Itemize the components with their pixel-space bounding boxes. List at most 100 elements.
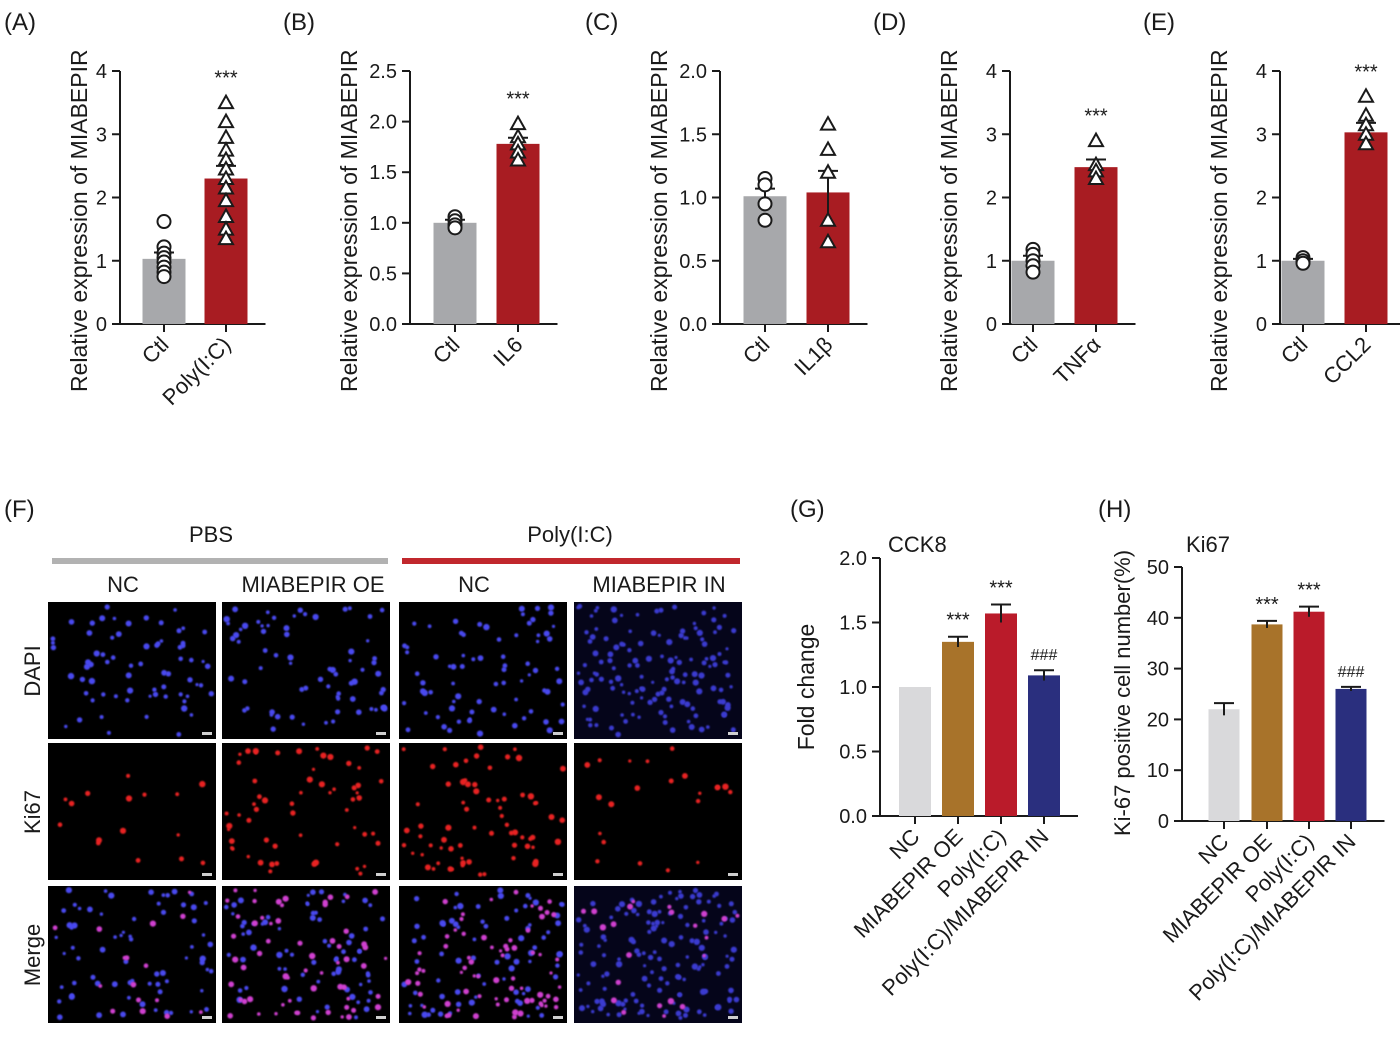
nucleus-dot bbox=[237, 897, 244, 904]
ki67-dot bbox=[343, 928, 349, 934]
nucleus-dot bbox=[271, 615, 277, 620]
nucleus-dot bbox=[619, 613, 624, 618]
ki67-dot bbox=[551, 912, 557, 918]
nucleus-dot bbox=[696, 629, 703, 637]
nucleus-dot bbox=[306, 893, 310, 897]
ki67-dot bbox=[353, 826, 357, 830]
nucleus-dot bbox=[471, 657, 476, 662]
nucleus-dot bbox=[76, 717, 83, 723]
ki67-dot bbox=[538, 905, 543, 911]
micrograph-tile bbox=[222, 743, 390, 880]
ki67-dot bbox=[282, 895, 289, 902]
nucleus-dot bbox=[504, 915, 510, 921]
ki67-dot bbox=[315, 747, 320, 751]
ki67-dot bbox=[493, 977, 500, 984]
ki67-dot bbox=[246, 817, 252, 823]
ki67-dot bbox=[275, 898, 282, 905]
y-tick-label-a: 1 bbox=[96, 251, 107, 273]
ki67-dot bbox=[668, 909, 675, 915]
ki67-dot bbox=[236, 760, 242, 765]
ki67-dot bbox=[356, 795, 363, 801]
nucleus-dot bbox=[258, 666, 263, 671]
y-tick-label-c: 0.5 bbox=[679, 251, 707, 273]
nucleus-dot bbox=[579, 1005, 585, 1012]
nucleus-dot bbox=[477, 655, 484, 661]
nucleus-dot bbox=[677, 913, 684, 920]
ki67-dot bbox=[272, 843, 278, 849]
nucleus-dot bbox=[679, 699, 686, 705]
ki67-dot bbox=[701, 910, 708, 918]
ki67-dot bbox=[621, 1009, 627, 1015]
nucleus-dot bbox=[689, 657, 693, 662]
nucleus-dot bbox=[661, 921, 665, 925]
ki67-dot bbox=[361, 941, 367, 948]
ki67-dot bbox=[378, 779, 384, 784]
significance-d: *** bbox=[1084, 106, 1108, 128]
ki67-dot bbox=[513, 747, 517, 751]
ki67-dot bbox=[318, 781, 325, 788]
significance-g: *** bbox=[989, 577, 1013, 599]
nucleus-dot bbox=[67, 672, 75, 680]
nucleus-dot bbox=[690, 706, 696, 711]
nucleus-dot bbox=[590, 961, 597, 967]
ki67-dot bbox=[358, 871, 363, 876]
ki67-dot bbox=[253, 888, 257, 893]
ki67-dot bbox=[350, 797, 356, 802]
ki67-dot bbox=[510, 976, 516, 981]
nucleus-dot bbox=[480, 919, 485, 924]
nucleus-dot bbox=[725, 672, 731, 678]
ki67-dot bbox=[445, 824, 452, 831]
nucleus-dot bbox=[96, 1012, 102, 1019]
nucleus-dot bbox=[153, 1008, 158, 1012]
chart-panel-g: (G) CCK8 Fold change 0.00.51.01.52.0NCMI… bbox=[790, 496, 1078, 1001]
nucleus-dot bbox=[472, 937, 477, 942]
scale-bar bbox=[376, 873, 386, 876]
nucleus-dot bbox=[228, 675, 235, 682]
nucleus-dot bbox=[615, 731, 621, 738]
nucleus-dot bbox=[104, 604, 110, 610]
nucleus-dot bbox=[69, 993, 74, 998]
ki67-dot bbox=[124, 955, 130, 961]
nucleus-dot bbox=[576, 917, 582, 923]
y-tick-label-b: 0.5 bbox=[369, 263, 397, 285]
x-tick-label-b: IL6 bbox=[488, 332, 527, 371]
nucleus-dot bbox=[223, 616, 230, 623]
ki67-dot bbox=[595, 859, 600, 864]
nucleus-dot bbox=[646, 983, 652, 988]
ki67-dot bbox=[547, 899, 552, 904]
nucleus-dot bbox=[115, 631, 122, 637]
ki67-dot bbox=[464, 806, 470, 812]
ki67-dot bbox=[149, 920, 156, 927]
nucleus-dot bbox=[456, 719, 462, 724]
nucleus-dot bbox=[692, 621, 697, 626]
ki67-dot bbox=[512, 1009, 519, 1016]
ki67-dot bbox=[453, 761, 459, 768]
nucleus-dot bbox=[714, 1005, 720, 1010]
y-tick-label-g: 0.0 bbox=[839, 806, 867, 828]
ki67-dot bbox=[511, 842, 518, 848]
ki67-dot bbox=[328, 791, 332, 795]
ki67-dot bbox=[513, 889, 519, 895]
nucleus-dot bbox=[99, 615, 106, 622]
nucleus-dot bbox=[310, 910, 316, 916]
nucleus-dot bbox=[639, 686, 646, 692]
ki67-dot bbox=[584, 762, 591, 768]
ki67-dot bbox=[246, 854, 250, 859]
nucleus-dot bbox=[702, 1013, 707, 1017]
panel-label-d: (D) bbox=[873, 9, 906, 36]
nucleus-dot bbox=[521, 991, 526, 996]
nucleus-dot bbox=[525, 661, 530, 666]
nucleus-dot bbox=[163, 694, 168, 699]
row-label-ki67: Ki67 bbox=[20, 790, 45, 834]
nucleus-dot bbox=[650, 925, 657, 932]
ki67-dot bbox=[411, 851, 415, 855]
data-point-e bbox=[1357, 87, 1375, 103]
y-tick-label-g: 2.0 bbox=[839, 548, 867, 570]
ki67-dot bbox=[143, 963, 149, 968]
nucleus-dot bbox=[602, 986, 607, 991]
ki67-dot bbox=[461, 800, 466, 805]
nucleus-dot bbox=[164, 979, 169, 984]
nucleus-dot bbox=[623, 998, 628, 1003]
nucleus-dot bbox=[447, 727, 453, 734]
ki67-dot bbox=[472, 781, 478, 788]
